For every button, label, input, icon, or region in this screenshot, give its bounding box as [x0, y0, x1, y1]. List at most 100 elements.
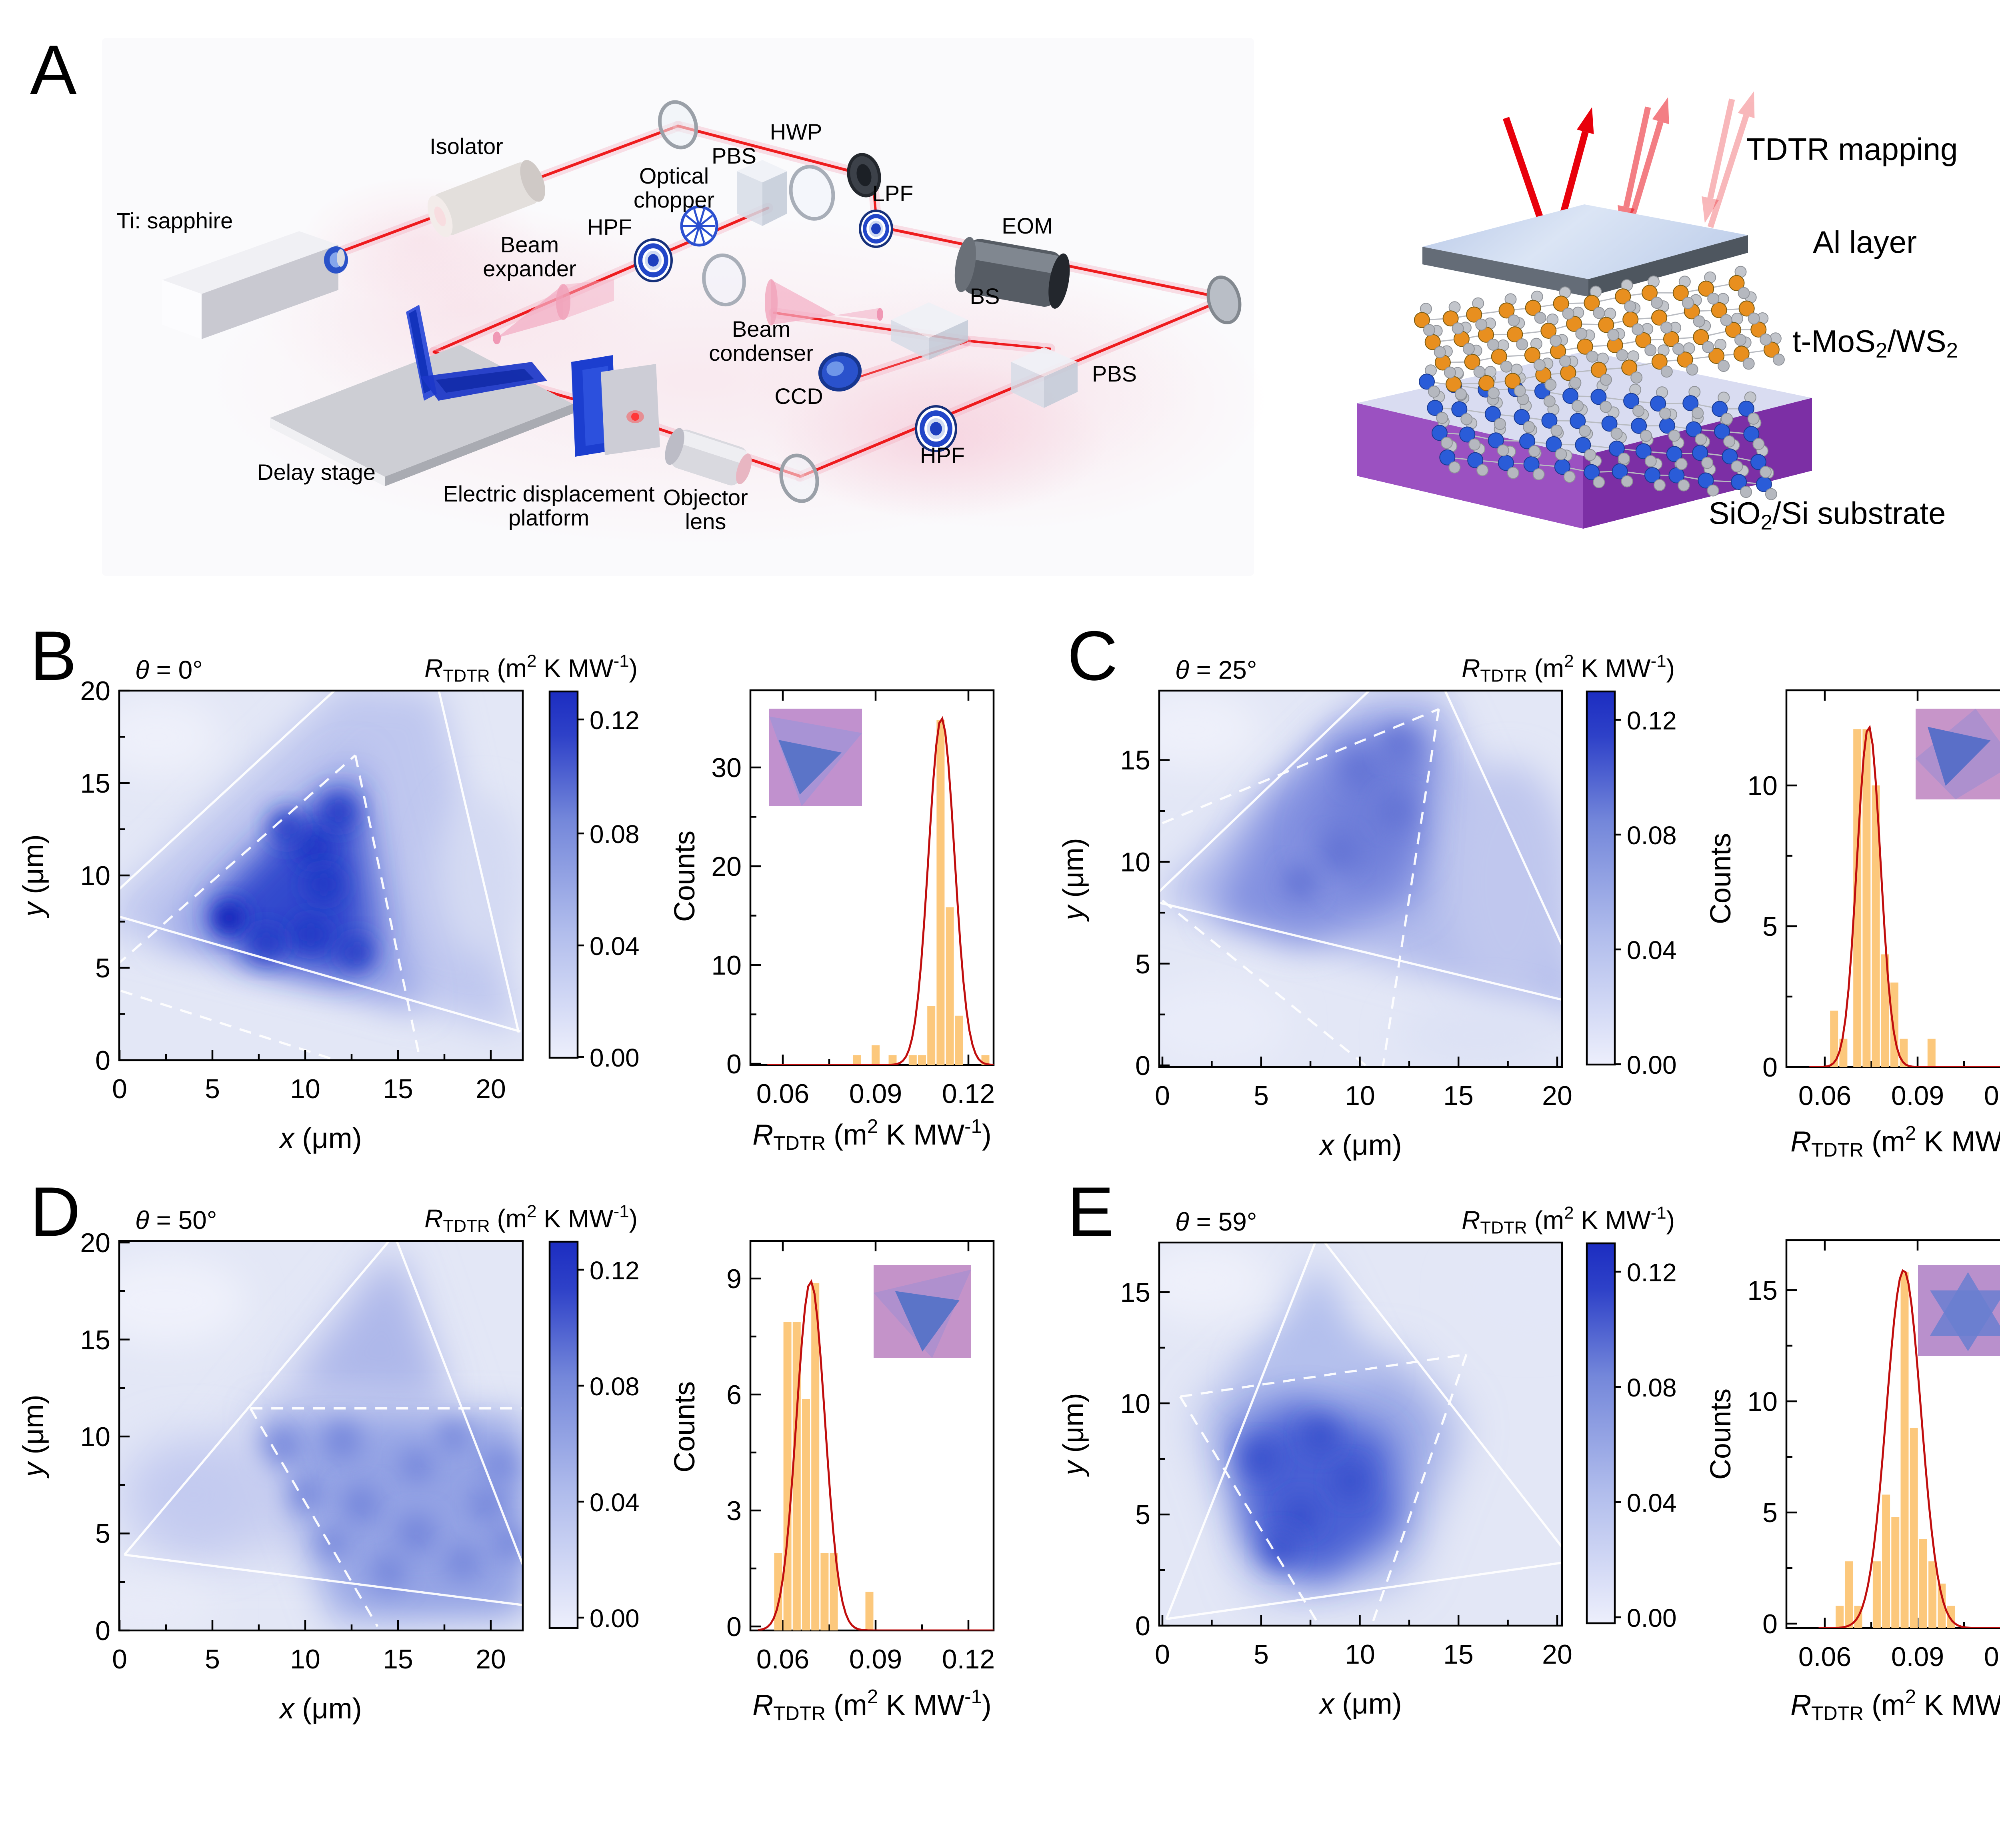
svg-text:0.04: 0.04 [1627, 936, 1677, 965]
svg-text:0.04: 0.04 [1627, 1488, 1677, 1517]
svg-text:RTDTR (m2 K MW-1): RTDTR (m2 K MW-1) [752, 1686, 991, 1724]
svg-text:0: 0 [112, 1074, 127, 1104]
svg-text:5: 5 [205, 1644, 220, 1674]
svg-text:15: 15 [80, 768, 110, 799]
svg-text:0.12: 0.12 [1984, 1081, 2000, 1111]
svg-text:0.12: 0.12 [942, 1079, 995, 1109]
svg-text:Beam: Beam [732, 316, 790, 342]
svg-text:6: 6 [726, 1380, 742, 1410]
svg-text:0: 0 [95, 1616, 110, 1646]
svg-text:Counts: Counts [1705, 1388, 1737, 1480]
svg-text:10: 10 [1120, 1388, 1150, 1419]
svg-text:t-MoS2/WS2: t-MoS2/WS2 [1792, 324, 1958, 362]
svg-text:15: 15 [383, 1074, 413, 1104]
svg-text:0: 0 [1135, 1611, 1150, 1641]
svg-text:0: 0 [726, 1612, 742, 1642]
svg-text:Counts: Counts [1705, 833, 1737, 924]
svg-text:10: 10 [80, 1422, 110, 1452]
svg-text:0: 0 [726, 1049, 742, 1079]
svg-text:y (μm): y (μm) [18, 834, 50, 918]
svg-text:20: 20 [1542, 1639, 1572, 1670]
svg-text:10: 10 [1120, 847, 1150, 877]
svg-text:0.08: 0.08 [1627, 821, 1677, 850]
svg-text:0.00: 0.00 [590, 1043, 640, 1072]
svg-text:5: 5 [95, 953, 110, 983]
svg-text:5: 5 [1254, 1081, 1269, 1111]
svg-text:EOM: EOM [1002, 213, 1053, 238]
svg-text:chopper: chopper [634, 187, 714, 212]
svg-text:B: B [30, 617, 77, 695]
svg-text:θ = 50°: θ = 50° [135, 1206, 217, 1235]
svg-text:y (μm): y (μm) [1058, 1393, 1090, 1477]
svg-text:0.09: 0.09 [1891, 1081, 1944, 1111]
svg-text:RTDTR (m2 K MW-1): RTDTR (m2 K MW-1) [424, 651, 638, 685]
svg-text:condenser: condenser [709, 340, 814, 366]
svg-text:x (μm): x (μm) [1318, 1688, 1402, 1720]
svg-text:5: 5 [1762, 1498, 1778, 1528]
svg-text:0.09: 0.09 [849, 1079, 902, 1109]
svg-text:HPF: HPF [920, 443, 965, 468]
svg-text:LPF: LPF [872, 181, 914, 206]
svg-text:Ti: sapphire: Ti: sapphire [117, 208, 233, 233]
svg-text:3: 3 [726, 1496, 742, 1526]
svg-text:10: 10 [80, 861, 110, 891]
svg-text:15: 15 [1120, 745, 1150, 775]
svg-text:RTDTR (m2 K MW-1): RTDTR (m2 K MW-1) [1462, 651, 1675, 685]
svg-text:0.08: 0.08 [590, 820, 640, 849]
svg-text:5: 5 [205, 1074, 220, 1104]
svg-text:0.00: 0.00 [1627, 1051, 1677, 1079]
svg-text:0: 0 [1155, 1639, 1170, 1670]
svg-text:Delay stage: Delay stage [257, 460, 376, 485]
svg-text:9: 9 [726, 1264, 742, 1294]
svg-text:RTDTR (m2 K MW-1): RTDTR (m2 K MW-1) [1462, 1203, 1675, 1237]
svg-text:Beam: Beam [500, 232, 559, 257]
svg-text:10: 10 [290, 1074, 320, 1104]
svg-text:0.06: 0.06 [1798, 1642, 1851, 1672]
svg-text:0: 0 [95, 1045, 110, 1076]
svg-text:15: 15 [80, 1325, 110, 1355]
svg-text:0: 0 [1762, 1052, 1778, 1083]
svg-text:15: 15 [383, 1644, 413, 1674]
svg-text:Counts: Counts [669, 831, 701, 922]
svg-text:10: 10 [290, 1644, 320, 1674]
svg-text:20: 20 [80, 676, 110, 706]
svg-text:0.06: 0.06 [1798, 1081, 1851, 1111]
svg-text:10: 10 [1345, 1639, 1375, 1670]
svg-text:20: 20 [1542, 1081, 1572, 1111]
svg-text:platform: platform [508, 505, 589, 530]
svg-text:θ = 0°: θ = 0° [135, 655, 203, 684]
svg-text:15: 15 [1443, 1081, 1474, 1111]
svg-text:TDTR mapping: TDTR mapping [1746, 132, 1958, 167]
svg-text:15: 15 [1120, 1277, 1150, 1308]
svg-text:expander: expander [483, 256, 576, 281]
svg-text:D: D [30, 1173, 80, 1251]
svg-text:0.04: 0.04 [590, 1488, 640, 1517]
svg-text:0.08: 0.08 [1627, 1373, 1677, 1402]
svg-text:15: 15 [1443, 1639, 1474, 1670]
svg-text:0.04: 0.04 [590, 932, 640, 961]
svg-text:θ = 25°: θ = 25° [1175, 655, 1257, 684]
svg-text:CCD: CCD [774, 384, 823, 409]
svg-text:0: 0 [1135, 1051, 1150, 1081]
svg-text:θ = 59°: θ = 59° [1175, 1207, 1257, 1236]
svg-text:A: A [30, 31, 77, 109]
svg-text:Electric displacement: Electric displacement [443, 481, 655, 506]
svg-text:0.08: 0.08 [590, 1372, 640, 1401]
svg-text:0.12: 0.12 [942, 1644, 995, 1674]
svg-text:RTDTR (m2 K MW-1): RTDTR (m2 K MW-1) [752, 1116, 991, 1154]
svg-text:BS: BS [970, 284, 1000, 309]
svg-text:x (μm): x (μm) [278, 1693, 362, 1725]
svg-text:0.12: 0.12 [590, 706, 640, 735]
svg-text:5: 5 [95, 1518, 110, 1549]
svg-text:20: 20 [711, 851, 742, 882]
svg-text:0.12: 0.12 [1984, 1642, 2000, 1672]
svg-text:HWP: HWP [770, 119, 822, 144]
svg-text:5: 5 [1135, 1500, 1150, 1530]
svg-text:y (μm): y (μm) [18, 1394, 50, 1478]
svg-text:0: 0 [112, 1644, 127, 1674]
svg-text:E: E [1067, 1173, 1114, 1251]
svg-text:10: 10 [1345, 1081, 1375, 1111]
svg-text:10: 10 [711, 950, 742, 981]
svg-text:5: 5 [1135, 949, 1150, 979]
svg-text:5: 5 [1762, 911, 1778, 942]
